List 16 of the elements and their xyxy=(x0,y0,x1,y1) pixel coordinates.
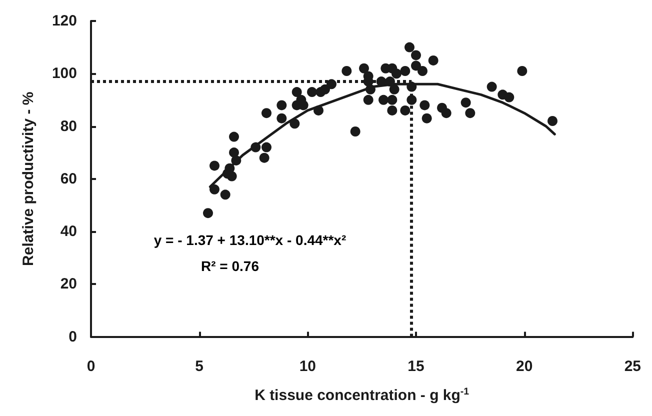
y-tick-label: 120 xyxy=(52,12,77,30)
annotation: y = - 1.37 + 13.10**x - 0.44**x² xyxy=(154,232,346,248)
y-tick-label: 20 xyxy=(60,276,77,293)
y-tick-label: 0 xyxy=(68,328,77,346)
x-tick-label: 20 xyxy=(516,358,533,375)
y-tick-label: 40 xyxy=(60,223,77,240)
x-tick-label: 15 xyxy=(408,358,424,375)
annotation: R² = 0.76 xyxy=(201,258,260,274)
y-axis-title: Relative productivity - % xyxy=(20,92,37,266)
x-tick-label: 0 xyxy=(86,358,96,375)
x-tick-label: 25 xyxy=(624,358,641,375)
x-tick-label: 5 xyxy=(195,358,204,375)
y-tick-label: 80 xyxy=(60,118,77,135)
x-tick-label: 10 xyxy=(299,358,316,375)
y-tick-label: 60 xyxy=(60,170,77,188)
y-tick-label: 100 xyxy=(52,65,77,82)
